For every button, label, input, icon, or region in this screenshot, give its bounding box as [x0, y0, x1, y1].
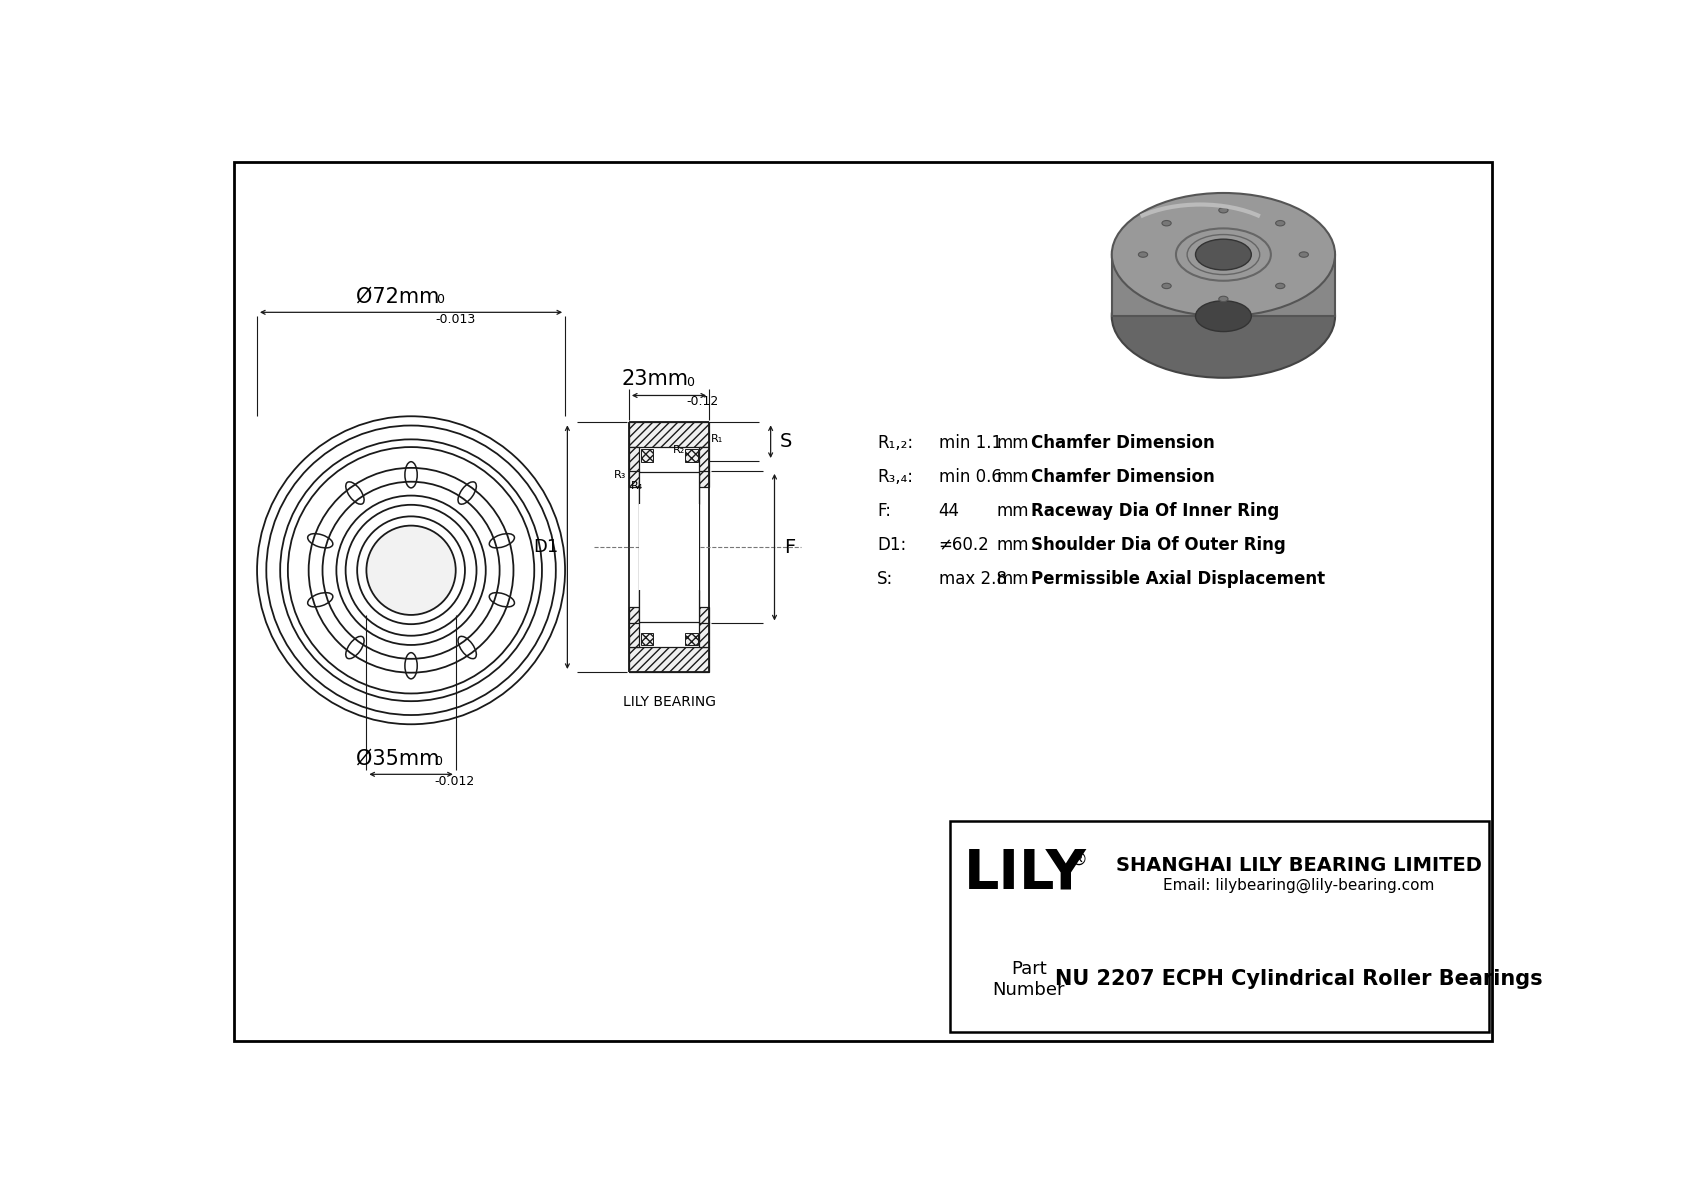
Circle shape — [367, 525, 456, 615]
Polygon shape — [1111, 255, 1335, 316]
Text: Permissible Axial Displacement: Permissible Axial Displacement — [1031, 569, 1325, 587]
Text: 0: 0 — [436, 293, 443, 306]
Text: mm: mm — [997, 501, 1029, 520]
Text: mm: mm — [997, 536, 1029, 554]
Text: S:: S: — [877, 569, 893, 587]
Ellipse shape — [1162, 220, 1170, 226]
Bar — [640, 632, 653, 646]
Bar — [628, 647, 709, 672]
Bar — [638, 591, 699, 613]
Text: -0.013: -0.013 — [436, 313, 477, 326]
Bar — [628, 423, 709, 447]
Bar — [699, 447, 709, 473]
Ellipse shape — [1111, 193, 1335, 316]
Text: 0: 0 — [434, 755, 443, 768]
Ellipse shape — [1111, 255, 1335, 378]
Text: 23mm: 23mm — [621, 369, 689, 389]
Bar — [699, 470, 709, 487]
Text: Chamfer Dimension: Chamfer Dimension — [1031, 435, 1214, 453]
Text: R₄: R₄ — [630, 481, 643, 492]
Text: min 0.6: min 0.6 — [938, 468, 1002, 486]
Ellipse shape — [1276, 283, 1285, 288]
Ellipse shape — [1196, 239, 1251, 270]
Bar — [685, 632, 697, 646]
Ellipse shape — [1138, 251, 1147, 257]
Text: Email: lilybearing@lily-bearing.com: Email: lilybearing@lily-bearing.com — [1162, 878, 1435, 892]
Bar — [628, 470, 638, 487]
Text: SHANGHAI LILY BEARING LIMITED: SHANGHAI LILY BEARING LIMITED — [1115, 856, 1482, 875]
Text: Raceway Dia Of Inner Ring: Raceway Dia Of Inner Ring — [1031, 501, 1280, 520]
Text: NU 2207 ECPH Cylindrical Roller Bearings: NU 2207 ECPH Cylindrical Roller Bearings — [1054, 969, 1543, 990]
Text: 44: 44 — [938, 501, 960, 520]
Ellipse shape — [1162, 283, 1170, 288]
Bar — [699, 622, 709, 647]
Text: -0.012: -0.012 — [434, 775, 475, 788]
Text: LILY BEARING: LILY BEARING — [623, 696, 716, 709]
Bar — [640, 449, 653, 462]
Text: R₂: R₂ — [674, 445, 685, 455]
Bar — [685, 449, 697, 462]
Text: Part
Number: Part Number — [994, 960, 1066, 999]
Text: R₃,₄:: R₃,₄: — [877, 468, 913, 486]
Text: LILY: LILY — [963, 847, 1086, 900]
Text: F:: F: — [877, 501, 891, 520]
Bar — [950, 821, 1489, 1033]
Text: Chamfer Dimension: Chamfer Dimension — [1031, 468, 1214, 486]
Bar — [628, 447, 638, 473]
Bar — [638, 504, 699, 591]
Text: R₁,₂:: R₁,₂: — [877, 435, 913, 453]
Text: D1:: D1: — [877, 536, 906, 554]
Bar — [638, 481, 699, 504]
Text: max 2.8: max 2.8 — [938, 569, 1007, 587]
Bar — [699, 607, 709, 623]
Ellipse shape — [1219, 207, 1228, 213]
Bar — [628, 622, 638, 647]
Bar — [638, 473, 699, 622]
Text: mm: mm — [997, 468, 1029, 486]
Text: mm: mm — [997, 569, 1029, 587]
Text: R₁: R₁ — [711, 435, 724, 444]
Text: 0: 0 — [685, 376, 694, 389]
Ellipse shape — [1276, 220, 1285, 226]
Text: Ø35mm: Ø35mm — [355, 748, 440, 768]
Text: Ø72mm: Ø72mm — [355, 286, 440, 306]
Text: ≠60.2: ≠60.2 — [938, 536, 989, 554]
Text: ®: ® — [1069, 850, 1088, 868]
Ellipse shape — [1196, 301, 1251, 331]
Ellipse shape — [1219, 297, 1228, 301]
Text: S: S — [780, 432, 791, 451]
Text: min 1.1: min 1.1 — [938, 435, 1002, 453]
Text: mm: mm — [997, 435, 1029, 453]
Text: -0.12: -0.12 — [685, 395, 717, 409]
Text: D1: D1 — [532, 538, 557, 556]
Text: F: F — [783, 537, 795, 556]
Bar — [628, 607, 638, 623]
Text: R₃: R₃ — [615, 469, 626, 480]
Text: Shoulder Dia Of Outer Ring: Shoulder Dia Of Outer Ring — [1031, 536, 1285, 554]
Ellipse shape — [1298, 251, 1308, 257]
